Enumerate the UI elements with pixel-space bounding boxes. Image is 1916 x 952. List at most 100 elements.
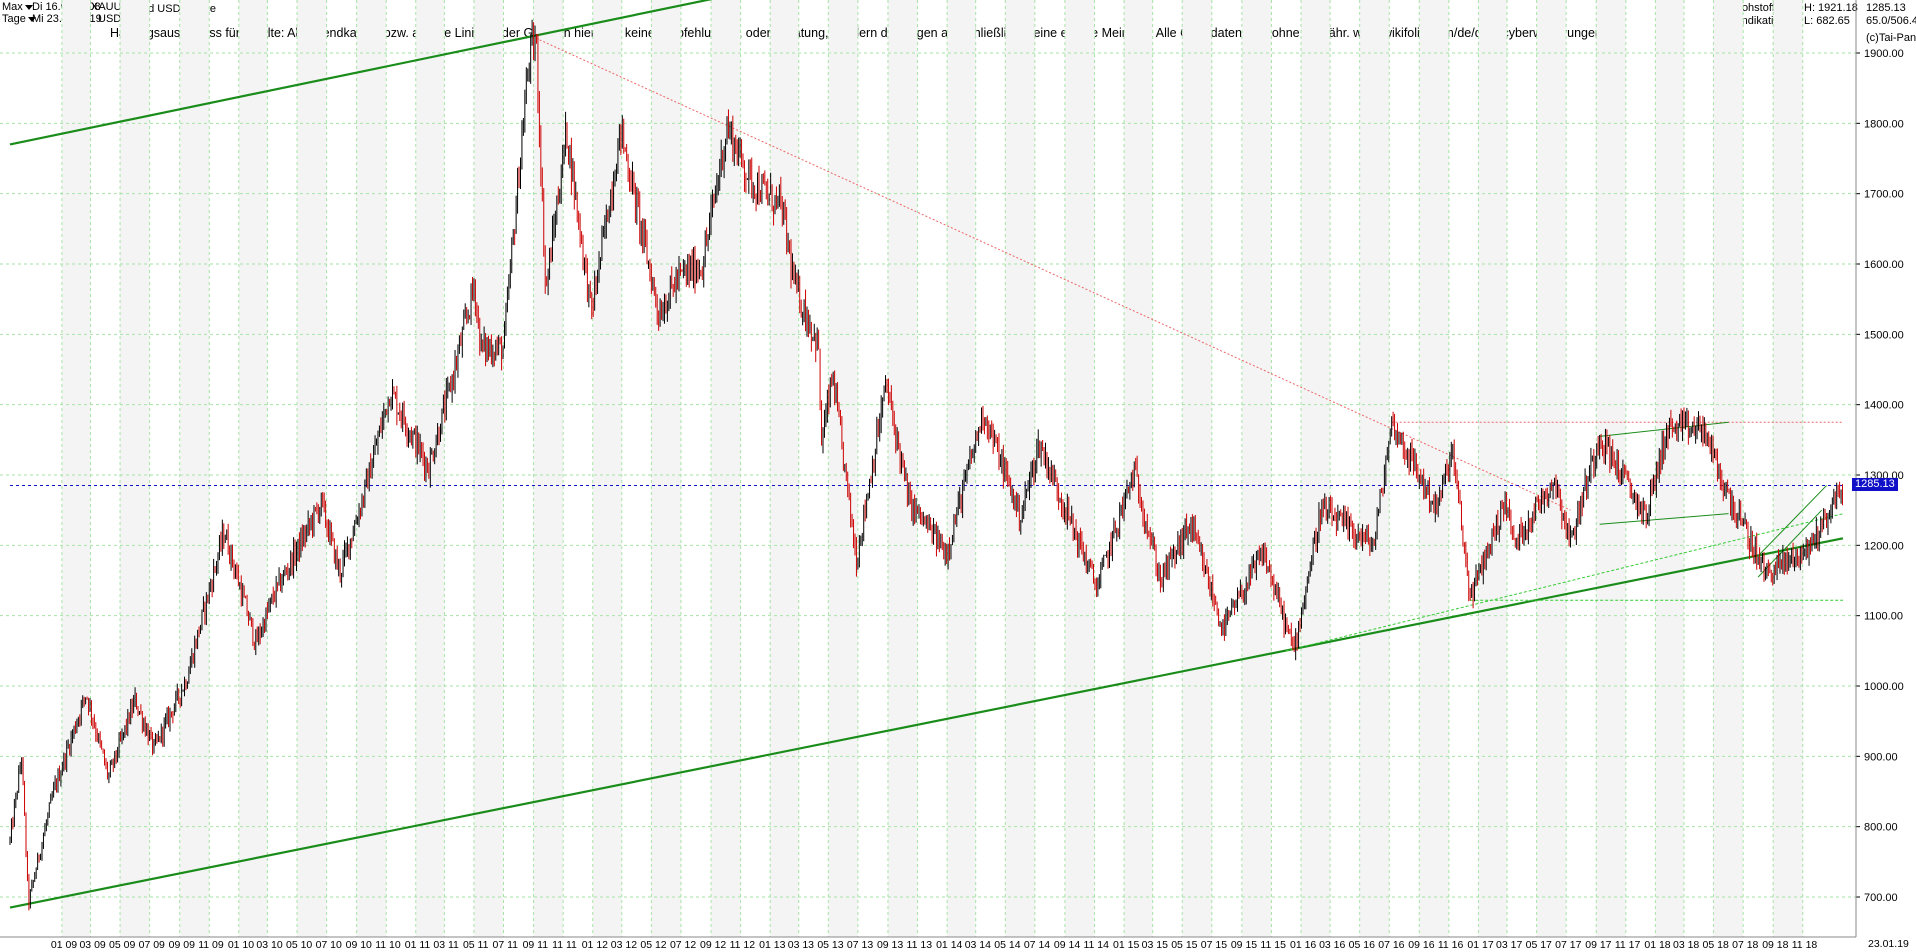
x-tick-label: 07 13 [847, 939, 873, 951]
period-band [1536, 0, 1567, 937]
period-band [1005, 0, 1035, 937]
x-tick-label: 05 16 [1349, 939, 1375, 951]
x-tick-label: 03 09 [79, 939, 105, 951]
period-band [1301, 0, 1331, 937]
x-tick-label: 01 14 [936, 939, 962, 951]
x-tick-label: 05 17 [1526, 939, 1552, 951]
x-tick-label: 05 09 [109, 939, 135, 951]
y-tick-label: 900.00 [1864, 751, 1898, 763]
interval-dropdown[interactable]: Tage [2, 13, 36, 26]
trendline-channel [9, 537, 1844, 909]
x-tick-label: 09 13 [877, 939, 903, 951]
range-label: Max [2, 1, 23, 13]
x-tick-label: 03 18 [1673, 939, 1699, 951]
x-tick-label: 03 10 [256, 939, 282, 951]
x-tick-label: 09 12 [700, 939, 726, 951]
y-tick-label: 1400.00 [1864, 400, 1904, 412]
trendline-thin-green [1599, 421, 1729, 437]
period-band [1182, 0, 1212, 937]
x-tick-label: 11 09 [198, 939, 224, 951]
x-tick-label: 05 10 [286, 939, 312, 951]
period-band [770, 0, 799, 937]
period-band [61, 0, 91, 937]
x-tick-label: 03 17 [1496, 939, 1522, 951]
x-tick-label: 09 14 [1054, 939, 1080, 951]
x-tick-label: 09 09 [169, 939, 195, 951]
chevron-down-icon [27, 16, 36, 22]
x-tick-label: 11 10 [375, 939, 401, 951]
x-tick-label: 01 16 [1290, 939, 1316, 951]
x-tick-label: 01 13 [759, 939, 785, 951]
category-label: Rohstoffe [1734, 2, 1781, 14]
y-tick-label: 1200.00 [1864, 540, 1904, 552]
y-tick-label: 1100.00 [1864, 611, 1903, 623]
x-tick-label: 11 12 [730, 939, 756, 951]
y-tick-label: 1800.00 [1864, 118, 1904, 130]
period-band [356, 0, 387, 937]
y-tick-label: 1600.00 [1864, 259, 1904, 271]
x-tick-label: 03 12 [611, 939, 637, 951]
x-tick-label: 03 15 [1142, 939, 1168, 951]
period-band [1124, 0, 1153, 937]
currency: USD [98, 13, 122, 25]
period-band [1773, 0, 1803, 937]
x-tick-label: 07 11 [493, 939, 519, 951]
x-tick-label: 05 15 [1171, 939, 1197, 951]
range-dropdown[interactable]: Max [2, 1, 33, 14]
x-tick-label: 07 14 [1024, 939, 1050, 951]
copyright-label: (c)Tai-Pan [1866, 32, 1916, 44]
y-tick-label: 1700.00 [1864, 189, 1904, 201]
trendline-channel [9, 0, 713, 146]
period-band [1655, 0, 1684, 937]
x-tick-label: 11 17 [1615, 939, 1641, 951]
x-tick-label: 09 10 [346, 939, 372, 951]
period-band [238, 0, 268, 937]
x-tick-label: 03 14 [965, 939, 991, 951]
period-band [887, 0, 918, 937]
x-tick-label: 11 14 [1083, 939, 1109, 951]
period-band [120, 0, 150, 937]
x-tick-label: 01 09 [51, 939, 77, 951]
x-tick-label: 07 17 [1555, 939, 1581, 951]
x-tick-label: 05 11 [463, 939, 489, 951]
x-tick-label: 09 11 [523, 939, 549, 951]
period-band [179, 0, 210, 937]
trendline-green-dotted [1285, 513, 1844, 652]
y-tick-label: 700.00 [1864, 892, 1898, 904]
x-tick-label: 03 11 [433, 939, 459, 951]
last-label: 1285.13 [1866, 2, 1906, 14]
x-tick-label: 01 15 [1113, 939, 1139, 951]
x-tick-label: 11 18 [1792, 939, 1818, 951]
period-band [1064, 0, 1095, 937]
period-band [1713, 0, 1744, 937]
period-band [473, 0, 504, 937]
trendline-red-dotted [535, 37, 1571, 511]
chevron-down-icon [24, 4, 33, 10]
candles [9, 19, 1844, 911]
x-tick-label: 09 15 [1231, 939, 1257, 951]
x-tick-label: 01 11 [405, 939, 431, 951]
y-tick-label: 1900.00 [1864, 48, 1904, 60]
trendline-thin-green [1757, 485, 1827, 557]
x-tick-label: 07 16 [1378, 939, 1404, 951]
x-tick-label: 07 12 [670, 939, 696, 951]
x-tick-label: 01 10 [228, 939, 254, 951]
interval-label: Tage [2, 13, 26, 25]
x-tick-label: 11 16 [1438, 939, 1464, 951]
y-tick-label: 1500.00 [1864, 329, 1904, 341]
x-tick-label: 07 15 [1201, 939, 1227, 951]
x-tick-label: 11 13 [907, 939, 933, 951]
period-band [592, 0, 622, 937]
x-tick-label: 05 12 [640, 939, 666, 951]
x-tick-label: 11 11 [552, 939, 577, 951]
period-band [651, 0, 681, 937]
period-band [296, 0, 327, 937]
x-tick-label: 05 14 [994, 939, 1020, 951]
x-tick-label: 07 10 [316, 939, 342, 951]
x-tick-label: 07 18 [1732, 939, 1758, 951]
x-tick-label: 03 16 [1319, 939, 1345, 951]
x-tick-label: 09 18 [1762, 939, 1788, 951]
x-tick-label: 05 18 [1703, 939, 1729, 951]
